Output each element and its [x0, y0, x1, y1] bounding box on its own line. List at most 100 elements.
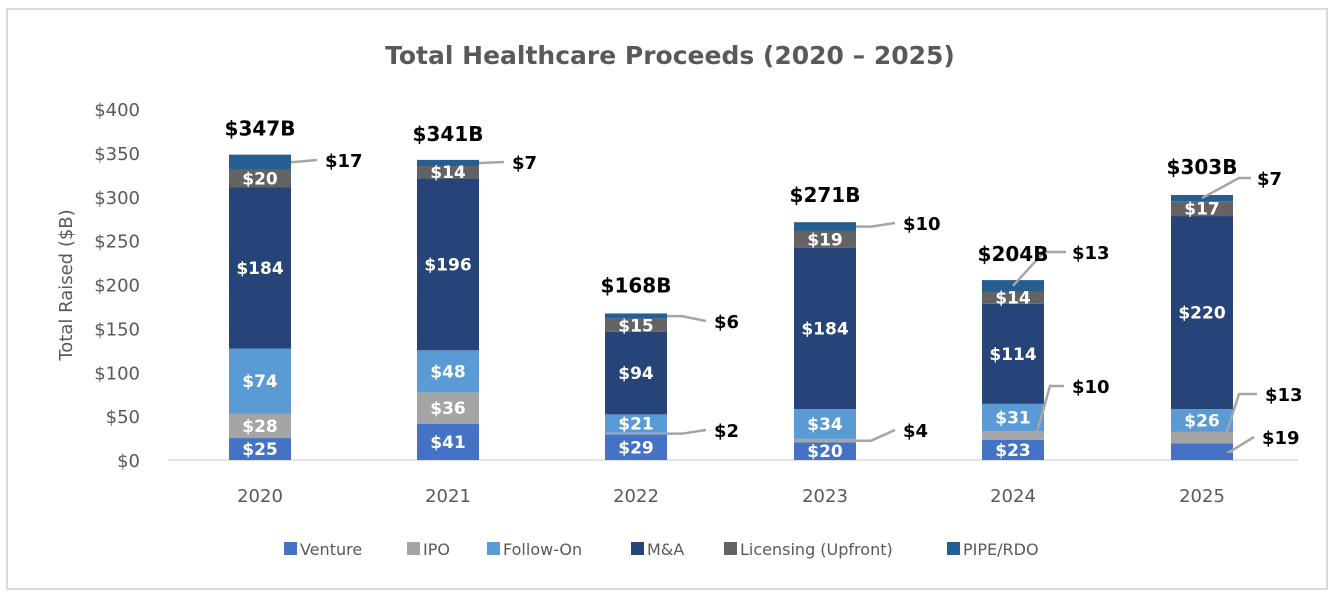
- y-axis-ticks: $0 $50 $100 $150 $200 $250 $300 $350 $400: [94, 100, 140, 472]
- data-label: $74: [242, 372, 278, 392]
- legend-item: Follow-On: [487, 540, 582, 559]
- chart-title: Total Healthcare Proceeds (2020 – 2025): [385, 41, 955, 70]
- bar-segment: [1171, 443, 1233, 460]
- callout-leader-line: [1034, 384, 1064, 436]
- data-label: $23: [995, 441, 1031, 461]
- data-label: $14: [430, 163, 466, 183]
- bar-segment: [1171, 216, 1233, 410]
- data-label: $48: [430, 362, 466, 382]
- data-label: $17: [1184, 200, 1220, 220]
- total-label: $303B: [1167, 155, 1238, 179]
- callout-leader-line: [291, 158, 318, 164]
- bar-segment: [794, 247, 856, 410]
- chart-frame: [6, 8, 1328, 590]
- data-label: $184: [801, 319, 848, 339]
- y-tick-label: $250: [94, 232, 140, 253]
- y-tick-label: $300: [94, 188, 140, 209]
- callout-leader-line: [1201, 176, 1251, 200]
- callout-label: $2: [714, 421, 739, 442]
- bar-segment: [417, 159, 479, 167]
- y-tick-label: $0: [117, 451, 140, 472]
- callout-label: $7: [1257, 169, 1282, 190]
- legend-swatch: [407, 542, 420, 555]
- callout-leader-line: [1223, 392, 1257, 439]
- legend-label: Licensing (Upfront): [740, 540, 893, 559]
- bar-segment: [417, 392, 479, 425]
- legend-label: M&A: [647, 540, 684, 559]
- data-label: $19: [807, 230, 843, 250]
- total-label: $168B: [601, 274, 672, 298]
- callout-leader-line: [856, 428, 896, 442]
- bar-stack-2024: $23 $31 $114 $14 $10 $13 $204B: [978, 242, 1110, 461]
- bar-segment: [605, 313, 667, 319]
- legend-item: Licensing (Upfront): [724, 540, 893, 559]
- x-tick-label: 2020: [237, 486, 283, 507]
- total-label: $204B: [978, 242, 1049, 266]
- data-label: $34: [807, 415, 843, 435]
- total-label: $271B: [790, 183, 861, 207]
- data-label: $36: [430, 399, 466, 419]
- data-label: $20: [242, 169, 278, 189]
- y-tick-label: $50: [106, 407, 140, 428]
- callout-leader-line: [667, 428, 707, 435]
- bar-segment: [1171, 431, 1233, 444]
- y-tick-label: $200: [94, 276, 140, 297]
- callout-label: $4: [903, 421, 928, 442]
- bar-segment: [229, 169, 291, 188]
- bar-segment: [605, 331, 667, 415]
- y-tick-label: $400: [94, 100, 140, 121]
- x-tick-label: 2025: [1179, 486, 1225, 507]
- bar-segment: [417, 178, 479, 351]
- data-label: $196: [424, 255, 471, 275]
- bar-stack-2023: $20 $34 $184 $19 $4 $10 $271B: [790, 183, 941, 462]
- y-tick-label: $350: [94, 144, 140, 165]
- legend-label: Venture: [300, 540, 362, 559]
- legend-label: IPO: [423, 540, 450, 559]
- legend-swatch: [284, 542, 297, 555]
- bar-segment: [794, 222, 856, 231]
- bar-segment: [794, 442, 856, 460]
- bar-segment: [605, 414, 667, 433]
- y-tick-label: $100: [94, 363, 140, 384]
- bar-segment: [229, 348, 291, 414]
- callout-label: $19: [1262, 428, 1300, 449]
- legend: Venture IPO Follow-On M&A Licensing (Upfront…: [284, 540, 1039, 559]
- bar-segment: [605, 434, 667, 460]
- data-label: $94: [618, 364, 654, 384]
- x-tick-label: 2023: [802, 486, 848, 507]
- data-label: $29: [618, 438, 654, 458]
- bar-segment: [794, 230, 856, 248]
- callout-label: $6: [714, 312, 739, 333]
- total-label: $341B: [413, 122, 484, 146]
- y-axis-label: Total Raised ($B): [56, 209, 77, 361]
- legend-label: PIPE/RDO: [963, 540, 1039, 559]
- data-label: $15: [618, 316, 654, 336]
- callout-leader-line: [667, 314, 707, 323]
- callout-label: $17: [325, 151, 363, 172]
- bar-segment: [982, 403, 1044, 432]
- x-tick-label: 2024: [990, 486, 1036, 507]
- bar-segment: [417, 424, 479, 460]
- data-label: $28: [242, 417, 278, 437]
- bar-segment: [605, 432, 667, 435]
- legend-item: PIPE/RDO: [947, 540, 1039, 559]
- callout-label: $13: [1072, 243, 1110, 264]
- data-label: $25: [242, 440, 278, 460]
- x-axis-ticks: 2020 2021 2022 2023 2024 2025: [237, 486, 1225, 507]
- bar-segment: [229, 154, 291, 170]
- bars: $25 $28 $74 $184 $20 $17 $347B $41 $36 $48 $196 $14…: [225, 117, 1303, 463]
- data-label: $220: [1178, 304, 1225, 324]
- y-tick-label: $150: [94, 319, 140, 340]
- bar-segment: [982, 439, 1044, 460]
- callout-leader-line: [479, 160, 505, 165]
- bar-stack-2022: $29 $21 $94 $15 $2 $6 $168B: [601, 274, 739, 460]
- total-label: $347B: [225, 117, 296, 141]
- bar-stack-2021: $41 $36 $48 $196 $14 $7 $341B: [413, 122, 537, 460]
- legend-item: Venture: [284, 540, 362, 559]
- data-label: $31: [995, 408, 1031, 428]
- legend-swatch: [631, 542, 644, 555]
- x-tick-label: 2022: [613, 486, 659, 507]
- callout-leader-line: [1225, 435, 1255, 453]
- bar-segment: [982, 431, 1044, 440]
